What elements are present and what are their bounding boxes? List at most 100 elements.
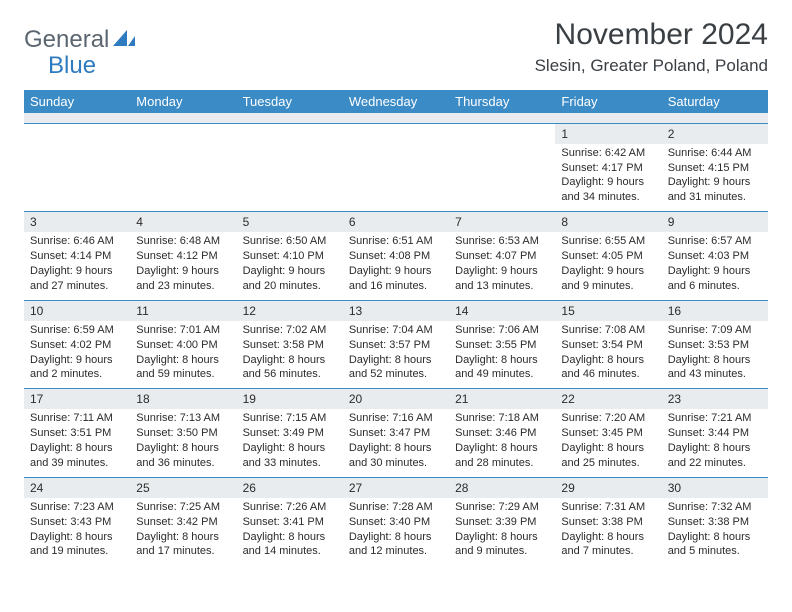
calendar-week-row: 10Sunrise: 6:59 AMSunset: 4:02 PMDayligh… [24,300,768,389]
day-number: 20 [343,389,449,409]
calendar-day-cell: 25Sunrise: 7:25 AMSunset: 3:42 PMDayligh… [130,477,236,565]
day-sunset: Sunset: 3:58 PM [243,338,337,353]
calendar-day-cell: 15Sunrise: 7:08 AMSunset: 3:54 PMDayligh… [555,300,661,389]
day-sunrise: Sunrise: 7:20 AM [561,411,655,426]
day-number: 19 [237,389,343,409]
day-sunrise: Sunrise: 6:59 AM [30,323,124,338]
day-sunrise: Sunrise: 7:11 AM [30,411,124,426]
day-daylight2: and 2 minutes. [30,367,124,382]
blank-row [24,113,768,123]
calendar-day-cell: 24Sunrise: 7:23 AMSunset: 3:43 PMDayligh… [24,477,130,565]
day-daylight1: Daylight: 9 hours [455,264,549,279]
day-daylight1: Daylight: 8 hours [668,530,762,545]
day-sunset: Sunset: 4:05 PM [561,249,655,264]
logo-text-gray: General [24,26,109,54]
day-sunrise: Sunrise: 7:23 AM [30,500,124,515]
day-sunrise: Sunrise: 6:51 AM [349,234,443,249]
day-daylight2: and 52 minutes. [349,367,443,382]
day-daylight2: and 17 minutes. [136,544,230,559]
day-sunset: Sunset: 4:02 PM [30,338,124,353]
day-daylight1: Daylight: 8 hours [455,530,549,545]
day-daylight2: and 22 minutes. [668,456,762,471]
calendar-table: Sunday Monday Tuesday Wednesday Thursday… [24,90,768,565]
day-sunrise: Sunrise: 7:26 AM [243,500,337,515]
calendar-day-cell: 13Sunrise: 7:04 AMSunset: 3:57 PMDayligh… [343,300,449,389]
calendar-day-cell: 29Sunrise: 7:31 AMSunset: 3:38 PMDayligh… [555,477,661,565]
day-daylight2: and 39 minutes. [30,456,124,471]
day-header: Sunday [24,90,130,113]
calendar-week-row: 3Sunrise: 6:46 AMSunset: 4:14 PMDaylight… [24,212,768,301]
day-daylight1: Daylight: 8 hours [349,353,443,368]
day-number: 28 [449,478,555,498]
calendar-day-cell: 23Sunrise: 7:21 AMSunset: 3:44 PMDayligh… [662,389,768,478]
calendar-day-cell: 19Sunrise: 7:15 AMSunset: 3:49 PMDayligh… [237,389,343,478]
day-daylight1: Daylight: 9 hours [30,353,124,368]
day-sunset: Sunset: 3:38 PM [561,515,655,530]
day-daylight2: and 19 minutes. [30,544,124,559]
day-number: 3 [24,212,130,232]
calendar-day-cell: 12Sunrise: 7:02 AMSunset: 3:58 PMDayligh… [237,300,343,389]
day-sunset: Sunset: 4:15 PM [668,161,762,176]
day-daylight1: Daylight: 8 hours [136,441,230,456]
day-sunrise: Sunrise: 6:44 AM [668,146,762,161]
day-number: 10 [24,301,130,321]
day-daylight1: Daylight: 8 hours [561,353,655,368]
day-daylight1: Daylight: 9 hours [30,264,124,279]
day-daylight2: and 56 minutes. [243,367,337,382]
day-daylight1: Daylight: 8 hours [561,441,655,456]
day-number: 2 [662,124,768,144]
day-sunset: Sunset: 3:45 PM [561,426,655,441]
day-sunrise: Sunrise: 7:29 AM [455,500,549,515]
day-number: 13 [343,301,449,321]
day-sunset: Sunset: 4:12 PM [136,249,230,264]
day-daylight2: and 9 minutes. [455,544,549,559]
day-sunset: Sunset: 3:46 PM [455,426,549,441]
day-daylight1: Daylight: 8 hours [349,441,443,456]
day-number: 24 [24,478,130,498]
calendar-day-cell [237,123,343,212]
day-sunset: Sunset: 4:14 PM [30,249,124,264]
day-sunrise: Sunrise: 7:13 AM [136,411,230,426]
day-daylight2: and 25 minutes. [561,456,655,471]
calendar-day-cell: 30Sunrise: 7:32 AMSunset: 3:38 PMDayligh… [662,477,768,565]
day-sunset: Sunset: 3:57 PM [349,338,443,353]
day-daylight2: and 49 minutes. [455,367,549,382]
day-sunset: Sunset: 3:50 PM [136,426,230,441]
calendar-day-cell: 8Sunrise: 6:55 AMSunset: 4:05 PMDaylight… [555,212,661,301]
day-sunrise: Sunrise: 7:06 AM [455,323,549,338]
calendar-day-cell: 20 Sunrise: 7:16 AMSunset: 3:47 PMDayligh… [343,389,449,478]
day-sunrise: Sunrise: 7:28 AM [349,500,443,515]
calendar-day-cell [449,123,555,212]
calendar-day-cell: 27Sunrise: 7:28 AMSunset: 3:40 PMDayligh… [343,477,449,565]
day-sunrise: Sunrise: 7:15 AM [243,411,337,426]
day-daylight1: Daylight: 9 hours [349,264,443,279]
day-sunset: Sunset: 4:08 PM [349,249,443,264]
calendar-day-cell: 26Sunrise: 7:26 AMSunset: 3:41 PMDayligh… [237,477,343,565]
calendar-day-cell [343,123,449,212]
day-daylight2: and 23 minutes. [136,279,230,294]
day-sunset: Sunset: 3:47 PM [349,426,443,441]
header: General Blue November 2024 Slesin, Great… [24,18,768,80]
day-header: Friday [555,90,661,113]
day-sunrise: Sunrise: 7:02 AM [243,323,337,338]
day-daylight2: and 6 minutes. [668,279,762,294]
day-daylight1: Daylight: 9 hours [668,264,762,279]
day-sunrise: Sunrise: 7:16 AM [349,411,443,426]
calendar-week-row: 1Sunrise: 6:42 AMSunset: 4:17 PMDaylight… [24,123,768,212]
calendar-day-cell: 1Sunrise: 6:42 AMSunset: 4:17 PMDaylight… [555,123,661,212]
day-daylight2: and 12 minutes. [349,544,443,559]
day-header: Thursday [449,90,555,113]
logo-sail-icon [113,28,135,53]
day-daylight2: and 14 minutes. [243,544,337,559]
day-sunrise: Sunrise: 7:32 AM [668,500,762,515]
day-sunrise: Sunrise: 6:57 AM [668,234,762,249]
day-number: 8 [555,212,661,232]
day-sunrise: Sunrise: 7:31 AM [561,500,655,515]
day-sunrise: Sunrise: 7:18 AM [455,411,549,426]
calendar-week-row: 24Sunrise: 7:23 AMSunset: 3:43 PMDayligh… [24,477,768,565]
day-daylight2: and 33 minutes. [243,456,337,471]
day-sunset: Sunset: 4:07 PM [455,249,549,264]
day-daylight2: and 30 minutes. [349,456,443,471]
day-daylight2: and 7 minutes. [561,544,655,559]
calendar-day-cell: 4Sunrise: 6:48 AMSunset: 4:12 PMDaylight… [130,212,236,301]
